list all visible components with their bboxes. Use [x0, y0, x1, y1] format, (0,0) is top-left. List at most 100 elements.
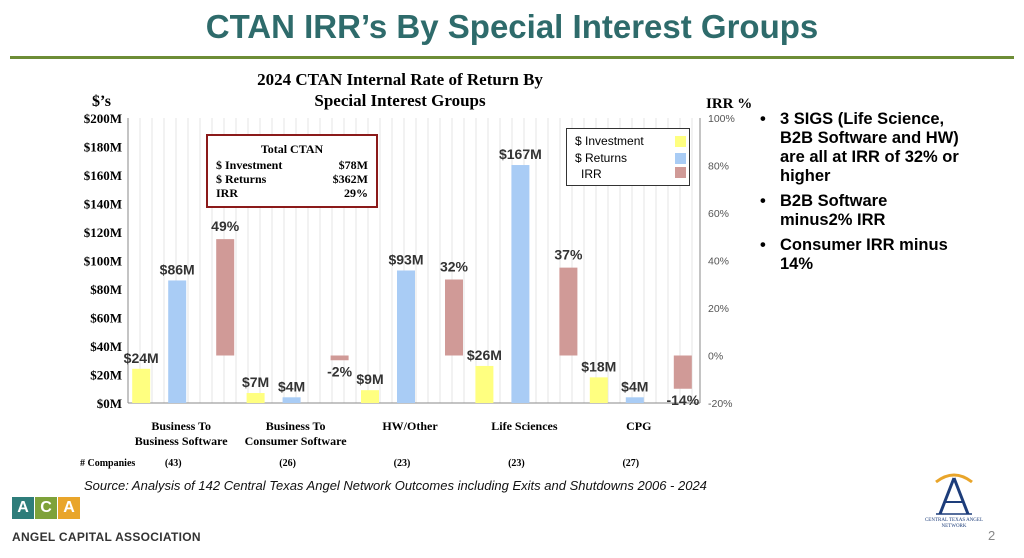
bar-returns — [282, 397, 301, 403]
data-label: $93M — [388, 251, 423, 267]
company-count: (23) — [394, 458, 411, 469]
ctan-logo-icon — [935, 473, 973, 515]
data-label: $18M — [581, 358, 616, 374]
y-right-axis-title: IRR % — [706, 96, 752, 112]
bullet-dot-icon: • — [760, 192, 766, 210]
y-right-tick-label: -20% — [708, 398, 733, 410]
total-ctan-box: Total CTAN $ Investment $78M $ Returns $… — [206, 134, 378, 208]
legend-label: $ Returns — [575, 151, 628, 165]
summary-value: 29% — [344, 186, 368, 200]
company-count: (27) — [622, 458, 639, 469]
bar-irr — [216, 239, 235, 356]
total-ctan-row-investment: $ Investment $78M — [216, 158, 368, 172]
summary-label: IRR — [216, 186, 239, 200]
bar-investment — [246, 393, 265, 403]
bar-returns — [397, 270, 415, 403]
summary-value: $362M — [332, 172, 368, 186]
bar-returns — [168, 280, 187, 403]
y-left-tick-label: $120M — [84, 225, 122, 240]
slide-title: CTAN IRR’s By Special Interest Groups — [205, 8, 819, 45]
data-label: $86M — [160, 261, 195, 277]
y-left-tick-label: $140M — [84, 197, 122, 212]
y-right-tick-label: 100% — [708, 113, 735, 125]
data-label: -14% — [666, 392, 699, 408]
y-right-tick-label: 80% — [708, 161, 729, 173]
bar-irr — [445, 279, 463, 356]
data-label: 49% — [211, 218, 240, 234]
bullet-text: Consumer IRR minus 14% — [780, 236, 948, 273]
bullet-text: 3 SIGS (Life Science, B2B Software and H… — [780, 110, 959, 185]
category-label-line2: Consumer Software — [245, 434, 348, 448]
legend-label: $ Investment — [575, 134, 644, 148]
y-left-tick-label: $200M — [84, 111, 122, 126]
category-label: Life Sciences — [491, 419, 558, 433]
aca-tile: A — [58, 497, 80, 519]
irr-chart: $0M $20M $40M $60M $80M $100M $120M $140M $160M $… — [80, 93, 752, 469]
y-left-tick-label: $80M — [90, 282, 122, 297]
y-right-tick-label: 0% — [708, 351, 723, 363]
data-label: $26M — [467, 347, 502, 363]
y-left-tick-label: $160M — [84, 168, 122, 183]
total-ctan-title: Total CTAN — [260, 142, 324, 156]
bullet-item: • 3 SIGS (Life Science, B2B Software and… — [760, 110, 960, 186]
bar-irr — [330, 355, 349, 361]
source-note: Source: Analysis of 142 Central Texas An… — [84, 478, 707, 493]
y-left-tick-label: $180M — [84, 140, 122, 155]
bar-irr — [559, 267, 578, 356]
category-label: Business To — [266, 419, 326, 433]
bullet-item: • Consumer IRR minus 14% — [760, 236, 960, 274]
bar-irr — [673, 355, 692, 389]
bar-investment — [132, 368, 151, 403]
total-ctan-row-irr: IRR 29% — [216, 186, 368, 200]
summary-value: $78M — [338, 158, 368, 172]
bar-returns — [511, 165, 530, 403]
category-label: Business To — [151, 419, 211, 433]
chart-title-line-2: Special Interest Groups — [314, 91, 486, 110]
data-label: $9M — [356, 371, 383, 387]
bar-investment — [589, 377, 608, 403]
title-divider — [10, 56, 1014, 59]
chart-title: 2024 CTAN Internal Rate of Return By Spe… — [150, 69, 650, 111]
company-count: (43) — [165, 458, 182, 469]
bar-investment — [475, 365, 494, 403]
company-count: (26) — [279, 458, 296, 469]
y-left-tick-label: $40M — [90, 339, 122, 354]
data-label: $4M — [621, 378, 648, 394]
ctan-name: CENTRAL TEXAS ANGEL NETWORK — [924, 518, 984, 529]
y-right-tick-label: 20% — [708, 303, 729, 315]
y-left-tick-label: $100M — [84, 254, 122, 269]
y-left-tick-label: $60M — [90, 311, 122, 326]
companies-label: # Companies — [80, 458, 135, 469]
legend-swatch — [675, 153, 686, 164]
bullet-dot-icon: • — [760, 236, 766, 254]
aca-tile: C — [35, 497, 57, 519]
data-label: $167M — [499, 146, 542, 162]
bullet-text: B2B Software minus2% IRR — [780, 192, 888, 229]
chart-title-line-1: 2024 CTAN Internal Rate of Return By — [257, 70, 543, 89]
legend-swatch — [675, 167, 686, 178]
category-label-line2: Business Software — [135, 434, 228, 448]
category-label: CPG — [626, 419, 651, 433]
total-ctan-row-returns: $ Returns $362M — [216, 172, 368, 186]
bullet-item: • B2B Software minus2% IRR — [760, 192, 960, 230]
category-label: HW/Other — [382, 419, 438, 433]
y-left-tick-label: $20M — [90, 368, 122, 383]
y-right-tick-label: 40% — [708, 256, 729, 268]
y-right-tick-label: 60% — [708, 208, 729, 220]
bar-investment — [361, 390, 379, 403]
data-label: $24M — [124, 350, 159, 366]
aca-name: ANGEL CAPITAL ASSOCIATION — [12, 530, 201, 544]
bullet-dot-icon: • — [760, 110, 766, 128]
data-label: -2% — [327, 363, 352, 379]
data-label: 37% — [554, 247, 583, 263]
summary-label: $ Investment — [216, 158, 283, 172]
company-count: (23) — [508, 458, 525, 469]
y-left-tick-label: $0M — [97, 396, 122, 411]
data-label: $7M — [242, 374, 269, 390]
summary-label: $ Returns — [216, 172, 267, 186]
bar-returns — [625, 397, 644, 403]
legend-swatch — [675, 136, 686, 147]
y-left-axis-title: $’s — [92, 93, 111, 110]
key-takeaways: • 3 SIGS (Life Science, B2B Software and… — [760, 110, 960, 280]
data-label: 32% — [440, 259, 469, 275]
